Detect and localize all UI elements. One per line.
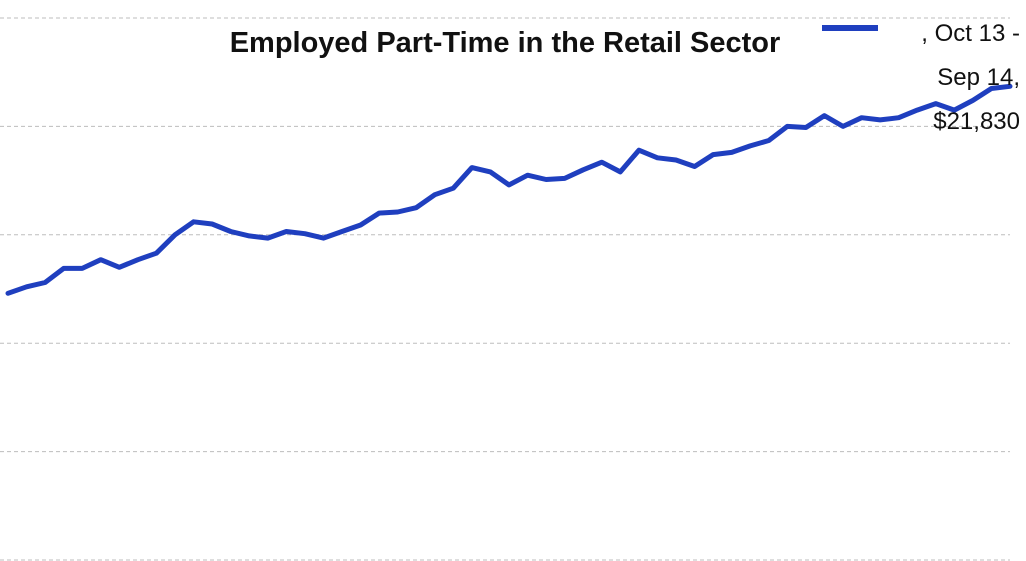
data-line [5, 83, 1013, 296]
chart-title: Employed Part-Time in the Retail Sector [230, 27, 781, 59]
legend-label: , Oct 13 - Sep 14, $21,830 [921, 20, 1020, 135]
